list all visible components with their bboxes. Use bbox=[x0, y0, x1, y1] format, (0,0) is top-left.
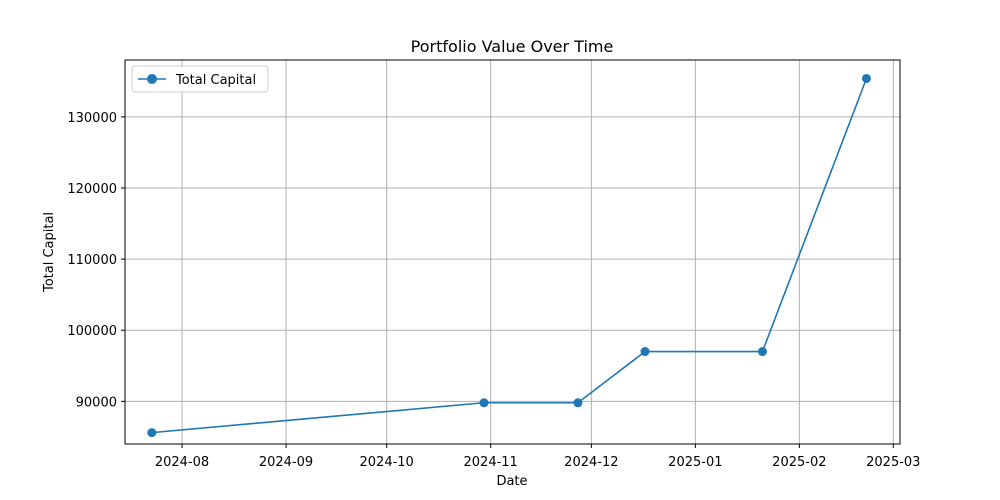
x-tick-label: 2024-08 bbox=[155, 455, 209, 470]
x-tick-label: 2024-09 bbox=[259, 455, 313, 470]
y-tick-label: 120000 bbox=[67, 182, 117, 197]
axis-ticks: 2024-08 2024-09 2024-10 2024-11 2024-12 2025-… bbox=[67, 111, 920, 470]
chart-title: Portfolio Value Over Time bbox=[411, 37, 614, 56]
data-point bbox=[861, 73, 871, 83]
data-point bbox=[147, 428, 157, 438]
x-tick-label: 2024-10 bbox=[360, 455, 414, 470]
y-axis-label: Total Capital bbox=[42, 212, 57, 293]
data-point bbox=[757, 347, 767, 357]
y-tick-label: 130000 bbox=[67, 111, 117, 126]
legend-label: Total Capital bbox=[175, 73, 256, 88]
legend-box bbox=[131, 65, 269, 93]
x-axis-label: Date bbox=[496, 474, 527, 489]
data-point bbox=[640, 347, 650, 357]
x-tick-label: 2024-11 bbox=[464, 455, 518, 470]
series-line bbox=[151, 78, 868, 434]
x-tick-label: 2024-12 bbox=[564, 455, 618, 470]
plot-frame bbox=[124, 59, 901, 445]
y-tick-label: 110000 bbox=[67, 253, 117, 268]
y-tick-label: 100000 bbox=[67, 324, 117, 339]
legend: Total Capital bbox=[131, 65, 269, 93]
series-layer bbox=[147, 73, 871, 438]
legend-point-marker bbox=[147, 74, 157, 84]
x-tick-label: 2025-02 bbox=[772, 455, 826, 470]
y-tick-label: 90000 bbox=[76, 395, 117, 410]
data-point bbox=[479, 398, 489, 408]
x-tick-label: 2025-03 bbox=[866, 455, 920, 470]
data-point bbox=[573, 398, 583, 408]
x-tick-label: 2025-01 bbox=[668, 455, 722, 470]
